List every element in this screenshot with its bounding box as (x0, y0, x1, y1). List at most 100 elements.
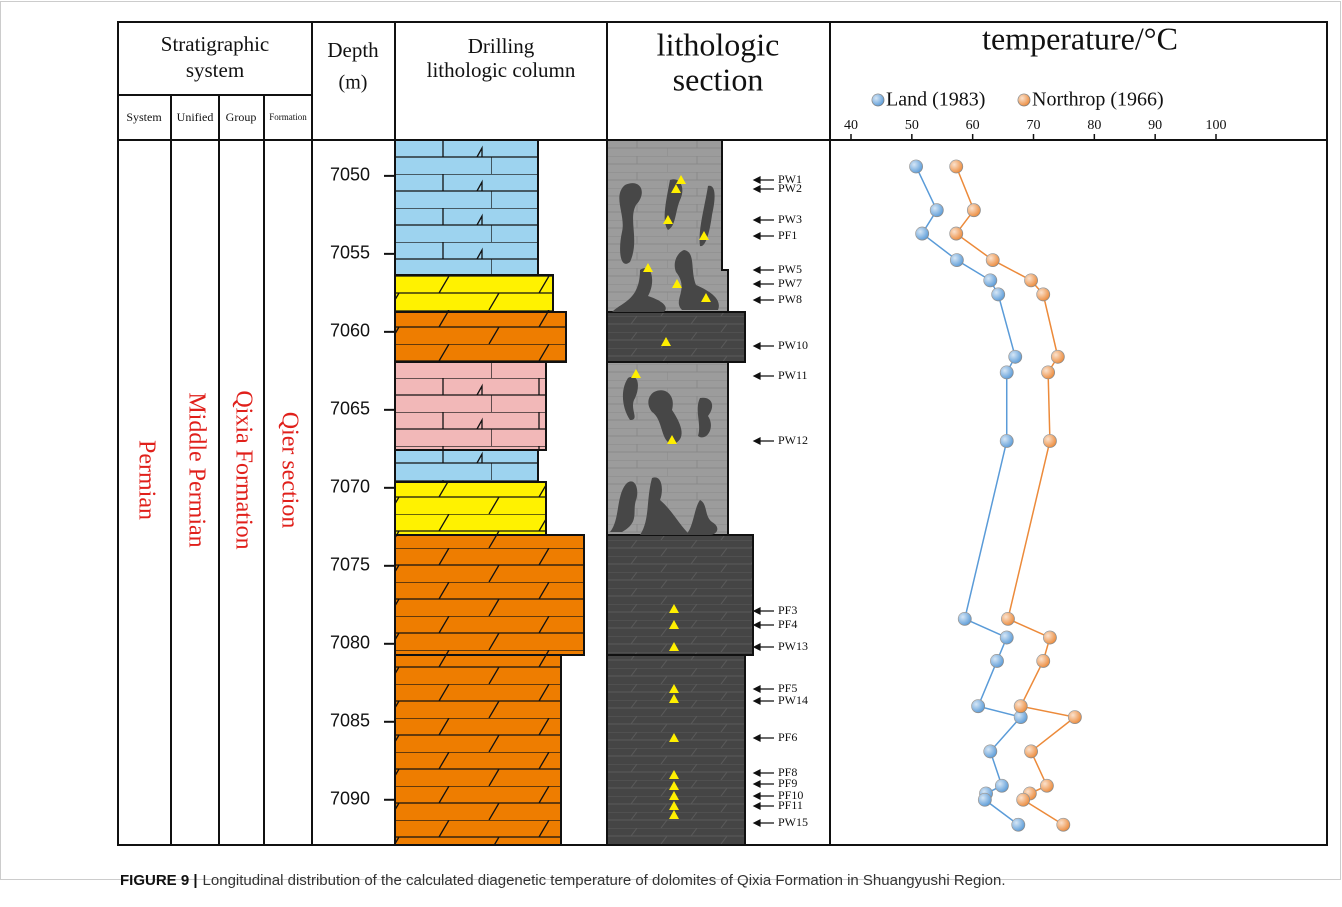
header-text: Stratigraphic (161, 32, 269, 56)
sample-arrow (754, 186, 774, 192)
sample-arrow (754, 698, 774, 704)
sample-label: PF6 (778, 730, 797, 744)
subcolumn-label: Formation (269, 112, 307, 122)
data-point-shine (1001, 612, 1014, 625)
sample-label: PW15 (778, 815, 808, 829)
x-tick-label: 50 (905, 118, 919, 133)
x-tick-label: 60 (966, 118, 980, 133)
unit-label: Middle Permian (183, 392, 209, 547)
sample-label: PW7 (778, 276, 802, 290)
data-point-shine (1040, 779, 1053, 792)
data-point-shine (1017, 793, 1030, 806)
depth-tick-label: 7080 (330, 633, 370, 653)
header-text: lithologic column (427, 58, 576, 82)
sample-arrow (754, 803, 774, 809)
data-point-shine (991, 654, 1004, 667)
sample-arrow (754, 770, 774, 776)
figure: Stratigraphicsystem System Unified Group For… (0, 0, 1342, 907)
data-point-shine (1012, 818, 1025, 831)
x-tick-label: 40 (844, 118, 858, 133)
sample-arrow (754, 735, 774, 741)
chart-title: temperature/°C (982, 20, 1178, 56)
caption-text: Longitudinal distribution of the calcula… (203, 872, 1006, 889)
data-point-shine (1025, 274, 1038, 287)
data-point-shine (1051, 350, 1064, 363)
subcolumn-label: Group (226, 110, 257, 124)
x-tick-label: 70 (1027, 118, 1041, 133)
sample-label: PW10 (778, 338, 808, 352)
depth-tick-label: 7060 (330, 321, 370, 341)
data-point-shine (950, 254, 963, 267)
data-point-shine (1042, 366, 1055, 379)
depth-tick-label: 7085 (330, 711, 370, 731)
sample-label: PF4 (778, 617, 797, 631)
data-point-shine (992, 288, 1005, 301)
sample-arrow (754, 233, 774, 239)
data-point-shine (1057, 818, 1070, 831)
sample-arrow (754, 343, 774, 349)
sample-label: PF1 (778, 228, 797, 242)
depth-tick-label: 7055 (330, 243, 370, 263)
sample-label: PW12 (778, 433, 808, 447)
sample-label: PW11 (778, 368, 808, 382)
legend-label: Land (1983) (886, 89, 985, 111)
data-point-shine (1037, 654, 1050, 667)
sample-label: PW5 (778, 262, 802, 276)
legend-marker-shine (872, 94, 884, 106)
drilling-column (395, 140, 584, 845)
sample-arrow (754, 820, 774, 826)
x-tick-label: 90 (1148, 118, 1162, 133)
header-text: (m) (339, 72, 368, 94)
data-point-shine (972, 700, 985, 713)
data-point-shine (950, 227, 963, 240)
page: {"figure": { "header": { "stratigraphic_… (0, 0, 1342, 907)
data-point-shine (916, 227, 929, 240)
data-point-shine (1000, 366, 1013, 379)
data-point-shine (1009, 350, 1022, 363)
header-text: Depth (327, 38, 379, 62)
legend-label: Northrop (1966) (1032, 89, 1164, 111)
x-tick-label: 100 (1206, 118, 1227, 133)
x-tick-label: 80 (1087, 118, 1101, 133)
subcolumn-label: Unified (177, 110, 214, 124)
data-point-shine (984, 274, 997, 287)
sample-arrow (754, 781, 774, 787)
legend-marker-shine (1018, 94, 1030, 106)
header-text: section (673, 61, 764, 97)
header-text: Drilling (468, 34, 535, 58)
data-point-shine (967, 204, 980, 217)
series-line (916, 167, 1021, 825)
depth-tick-label: 7050 (330, 165, 370, 185)
subcolumn-label: System (126, 110, 162, 124)
caption: FIGURE 9 | Longitudinal distribution of t… (120, 872, 1006, 889)
unit-label: Qier section (276, 412, 302, 529)
depth-tick-label: 7090 (330, 789, 370, 809)
data-point-shine (1025, 745, 1038, 758)
sample-arrow (754, 438, 774, 444)
unit-label: Permian (133, 440, 159, 520)
series-line (956, 167, 1075, 825)
depth-tick-label: 7075 (330, 555, 370, 575)
sample-arrow (754, 686, 774, 692)
depth-tick-label: 7065 (330, 399, 370, 419)
data-point-shine (1000, 435, 1013, 448)
header-text: lithologic (657, 26, 780, 62)
sample-arrow (754, 608, 774, 614)
sample-arrow (754, 793, 774, 799)
data-point-shine (950, 160, 963, 173)
sample-label: PW8 (778, 292, 802, 306)
data-point-shine (984, 745, 997, 758)
data-point-shine (1043, 435, 1056, 448)
data-point-shine (958, 612, 971, 625)
sample-label: PW3 (778, 212, 802, 226)
sample-label: PW14 (778, 693, 808, 707)
data-point-shine (1068, 711, 1081, 724)
data-point-shine (1043, 631, 1056, 644)
caption-label: FIGURE 9 | (120, 872, 198, 889)
data-point-shine (1014, 700, 1027, 713)
sample-label: PF3 (778, 603, 797, 617)
data-point-shine (930, 204, 943, 217)
sample-arrow (754, 373, 774, 379)
sample-label: PF11 (778, 798, 803, 812)
header-text: system (186, 58, 244, 82)
